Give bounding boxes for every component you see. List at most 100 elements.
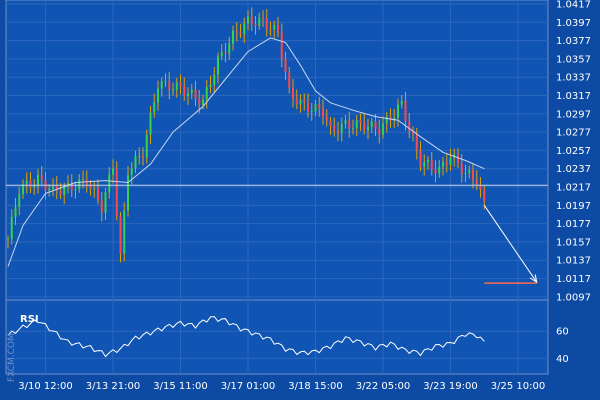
candle-body <box>138 155 141 157</box>
candle-body <box>434 169 437 174</box>
candle-body <box>337 130 339 134</box>
candle-body <box>333 125 336 131</box>
candle-body <box>89 185 92 189</box>
candle-body <box>85 179 88 186</box>
candle-body <box>119 216 122 254</box>
candle-body <box>52 185 54 189</box>
candle-body <box>400 100 403 105</box>
candle-body <box>363 122 366 131</box>
x-tick-label: 3/23 19:00 <box>423 381 477 392</box>
candle-body <box>172 89 174 91</box>
candle-body <box>280 32 283 59</box>
candle-body <box>307 102 309 112</box>
candle-body <box>295 98 298 105</box>
candle-body <box>265 18 268 30</box>
candle-body <box>449 157 452 165</box>
candle-body <box>224 51 227 54</box>
candle-body <box>247 16 249 24</box>
candle-body <box>202 99 204 105</box>
candle-body <box>29 180 32 188</box>
candle-body <box>277 24 279 33</box>
candle-body <box>314 104 317 112</box>
candle-body <box>468 170 471 174</box>
candle-body <box>48 188 51 191</box>
y-tick-label: 1.0397 <box>556 18 591 29</box>
candle-body <box>359 120 362 123</box>
candle-body <box>160 81 163 89</box>
candle-body <box>404 100 407 122</box>
overlay-layer <box>6 184 548 284</box>
candle-body <box>385 116 388 124</box>
candle-body <box>145 134 148 158</box>
candle-body <box>344 120 347 124</box>
x-tick-label: 3/25 10:00 <box>491 381 545 392</box>
candle-body <box>18 193 21 208</box>
y-tick-label: 1.0337 <box>556 73 591 84</box>
candle-body <box>228 43 231 54</box>
candle-body <box>243 23 246 35</box>
y-tick-label: 1.0417 <box>556 0 591 11</box>
candle-body <box>340 123 343 134</box>
candle-body <box>438 166 441 174</box>
candle-body <box>63 186 66 195</box>
candle-body <box>142 155 144 158</box>
rsi-title: RSI <box>20 314 39 325</box>
rsi-line <box>7 316 485 358</box>
candle-body <box>374 121 377 129</box>
y-tick-label: 1.0217 <box>556 183 591 194</box>
moving-average-line <box>7 37 485 267</box>
candle-body <box>427 159 429 163</box>
candle-body <box>329 121 332 126</box>
x-tick-label: 3/15 11:00 <box>153 381 207 392</box>
candle-body <box>322 108 324 117</box>
rsi-tick-label: 40 <box>556 354 569 365</box>
candle-body <box>213 74 216 85</box>
candle-body <box>33 184 36 188</box>
candle-body <box>457 154 459 164</box>
candle-body <box>93 188 96 190</box>
candle-body <box>149 112 152 135</box>
moving-average-layer <box>7 37 485 267</box>
forecast-arrow-head <box>529 274 538 284</box>
candle-body <box>78 179 81 190</box>
candle-body <box>10 216 13 240</box>
x-tick-label: 3/17 01:00 <box>221 381 275 392</box>
candle-body <box>179 82 182 87</box>
candle-body <box>464 173 467 175</box>
candle-body <box>59 190 62 195</box>
y-tick-label: 1.0257 <box>556 146 591 157</box>
candle-body <box>123 210 126 254</box>
rsi-layer <box>7 316 485 358</box>
candle-body <box>183 86 186 96</box>
y-tick-label: 1.0157 <box>556 237 591 248</box>
candle-body <box>22 184 24 194</box>
candle-body <box>303 99 306 103</box>
candle-body <box>130 168 133 176</box>
candle-body <box>164 80 167 82</box>
x-tick-label: 3/18 15:00 <box>288 381 342 392</box>
candle-body <box>262 17 264 19</box>
candle-body <box>100 200 103 213</box>
candle-body <box>382 123 384 135</box>
candle-body <box>14 207 17 217</box>
y-tick-label: 1.0377 <box>556 36 591 47</box>
candle-body <box>7 239 9 241</box>
y-tick-label: 1.0137 <box>556 256 591 267</box>
candle-body <box>55 185 58 191</box>
candle-body <box>250 16 253 25</box>
candle-body <box>70 183 73 190</box>
candle-body <box>127 175 129 211</box>
candle-body <box>40 174 43 181</box>
candle-body <box>442 161 444 167</box>
candle-body <box>348 120 351 129</box>
y-tick-label: 1.0237 <box>556 164 591 175</box>
candle-body <box>74 189 77 191</box>
candle-body <box>209 84 212 87</box>
candle-body <box>269 29 272 31</box>
candle-body <box>25 180 28 185</box>
candle-layer <box>7 7 486 263</box>
forecast-arrow-line <box>483 205 538 283</box>
candle-body <box>157 88 159 103</box>
